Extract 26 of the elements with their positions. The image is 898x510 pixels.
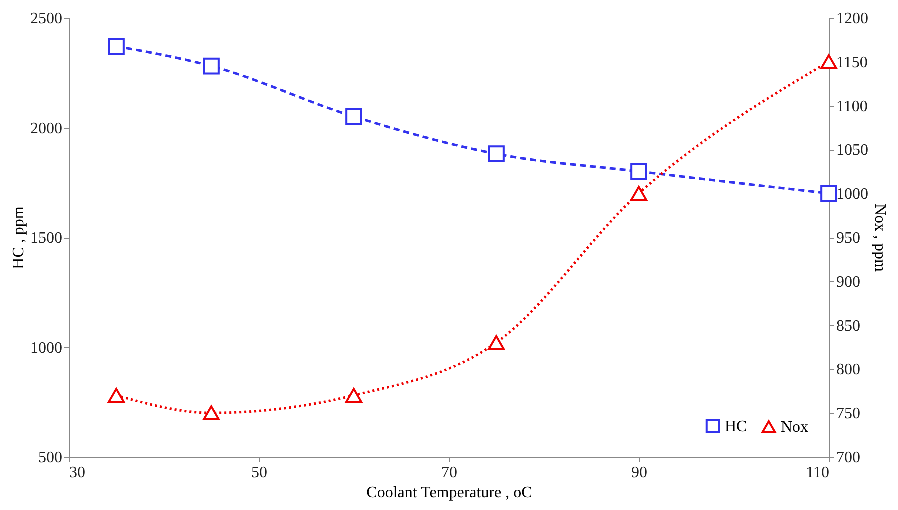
y2-tick-label: 750 (836, 406, 860, 423)
y2-tick-label: 1100 (836, 98, 868, 116)
y-tick-label: 2000 (30, 120, 62, 138)
y-axis-title: HC , ppm (10, 206, 28, 270)
y-tick-label: 1500 (30, 230, 62, 247)
x-axis-title: Coolant Temperature , oC (366, 484, 532, 502)
x-tick-label: 70 (442, 464, 458, 482)
y-tick-label: 500 (38, 450, 62, 466)
y2-tick-label: 1200 (836, 10, 868, 28)
y2-tick-label: 850 (836, 318, 860, 335)
x-tick-label: 110 (806, 464, 830, 482)
x-tick-label: 30 (70, 464, 86, 482)
y2-tick-label: 1150 (836, 54, 868, 72)
y2-tick-label: 950 (836, 230, 860, 247)
x-tick-label: 90 (632, 464, 648, 482)
y2-tick-label: 900 (836, 274, 860, 291)
y2-axis-title: Nox , ppm (872, 204, 888, 273)
y2-tick-label: 800 (836, 362, 860, 379)
y2-tick-label: 700 (836, 450, 860, 466)
y2-tick-label: 1000 (836, 186, 868, 204)
legend-label: Nox (781, 418, 809, 436)
y2-tick-label: 1050 (836, 142, 868, 160)
legend-label: HC (725, 418, 748, 436)
x-tick-label: 50 (252, 464, 268, 482)
y-tick-label: 2500 (30, 10, 62, 28)
y-tick-label: 1000 (30, 340, 62, 357)
